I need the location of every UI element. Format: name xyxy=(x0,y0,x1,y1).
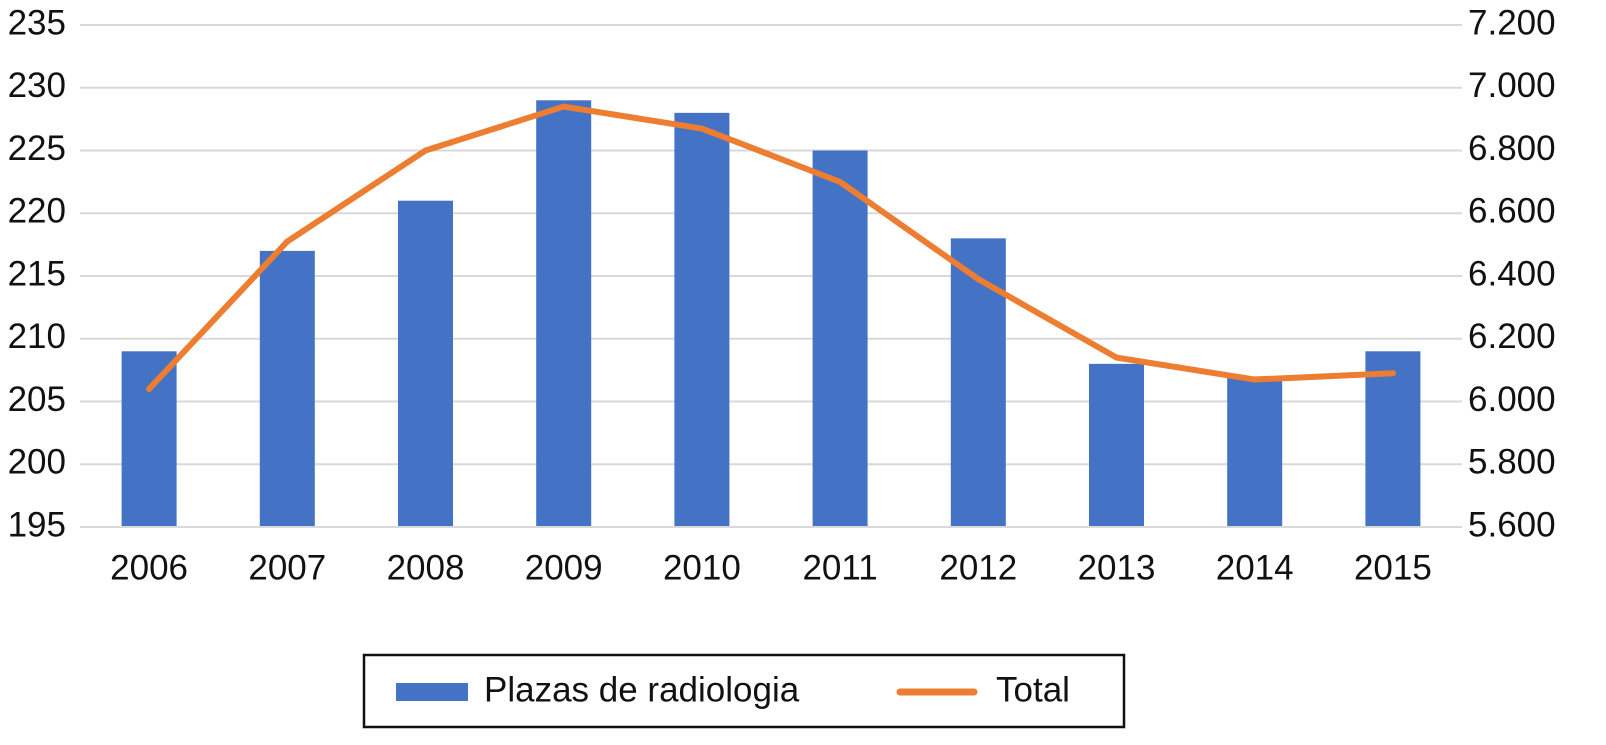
y-left-tick-label: 195 xyxy=(8,505,66,544)
legend: Plazas de radiologia Total xyxy=(362,653,1126,729)
bar-series xyxy=(121,100,1421,528)
y-right-tick-label: 6.000 xyxy=(1468,380,1556,419)
bar xyxy=(259,250,315,527)
y-left-tick-label: 205 xyxy=(8,380,66,419)
bar xyxy=(398,200,453,527)
line-point xyxy=(1389,370,1396,377)
y-left-tick-label: 230 xyxy=(8,66,66,105)
axes: 195 5.600 200 5.800 205 6.000 210 6.200 215 6.400… xyxy=(8,3,1556,587)
x-tick-label: 2014 xyxy=(1216,548,1294,587)
x-tick-label: 2013 xyxy=(1078,548,1156,587)
legend-label-line: Total xyxy=(996,670,1070,709)
y-left-tick-label: 225 xyxy=(8,129,66,168)
bar xyxy=(536,100,592,528)
legend-box xyxy=(362,653,1126,729)
bar xyxy=(812,150,868,527)
bar xyxy=(1089,363,1144,527)
y-right-tick-label: 7.000 xyxy=(1468,66,1556,105)
y-right-tick-label: 7.200 xyxy=(1468,3,1556,42)
x-tick-label: 2009 xyxy=(525,548,603,587)
bar xyxy=(1365,351,1421,527)
line-point xyxy=(1113,354,1120,361)
x-tick-label: 2012 xyxy=(939,548,1017,587)
y-left-tick-label: 220 xyxy=(8,192,66,231)
x-tick-label: 2011 xyxy=(802,548,877,587)
y-right-tick-label: 5.800 xyxy=(1468,443,1556,482)
x-tick-label: 2008 xyxy=(387,548,465,587)
line-point xyxy=(422,147,429,154)
bar xyxy=(1227,376,1283,527)
bar xyxy=(121,351,177,527)
total-line xyxy=(146,103,1396,392)
y-left-tick-label: 215 xyxy=(8,254,66,293)
line-series xyxy=(146,103,1396,392)
line-point xyxy=(837,178,844,185)
legend-swatch-bars xyxy=(396,683,468,701)
line-point xyxy=(284,238,291,245)
x-tick-label: 2010 xyxy=(663,548,741,587)
y-right-tick-label: 6.200 xyxy=(1468,317,1556,356)
y-right-tick-label: 6.800 xyxy=(1468,129,1556,168)
y-right-tick-label: 6.400 xyxy=(1468,254,1556,293)
line-point xyxy=(975,276,982,283)
y-left-tick-label: 200 xyxy=(8,443,66,482)
line-point xyxy=(698,125,705,132)
y-right-tick-label: 6.600 xyxy=(1468,192,1556,231)
y-right-tick-label: 5.600 xyxy=(1468,505,1556,544)
y-left-tick-label: 210 xyxy=(8,317,66,356)
x-tick-label: 2006 xyxy=(110,548,188,587)
bar xyxy=(674,112,730,527)
x-tick-label: 2015 xyxy=(1354,548,1432,587)
line-point xyxy=(1251,376,1258,383)
y-left-tick-label: 235 xyxy=(8,3,66,42)
legend-label-bars: Plazas de radiologia xyxy=(484,670,800,709)
x-tick-label: 2007 xyxy=(248,548,326,587)
line-point xyxy=(146,385,153,392)
line-point xyxy=(560,103,567,110)
